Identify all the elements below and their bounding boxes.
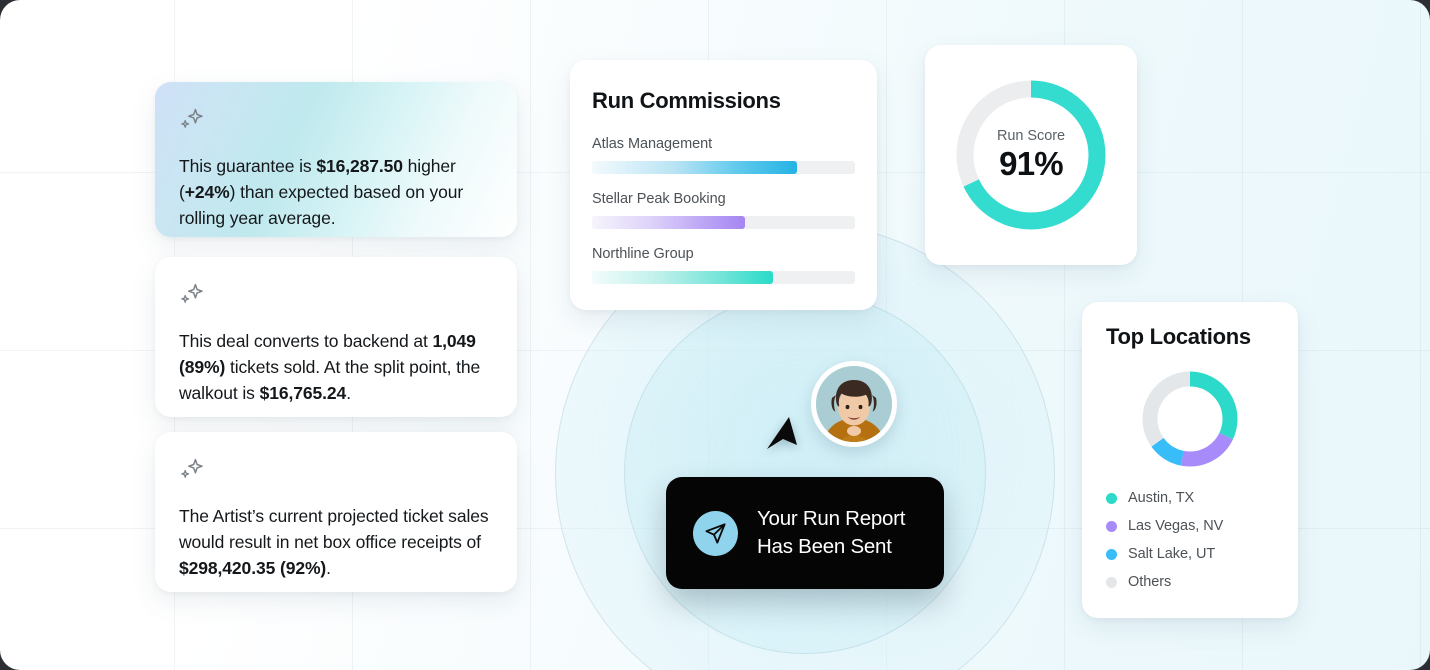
run-score-gauge: Run Score 91% [953,77,1109,233]
commission-bar-track [592,271,855,284]
legend-color-dot [1106,576,1117,588]
commission-row: Atlas Management [592,136,855,174]
send-icon [693,510,738,556]
legend-label: Salt Lake, UT [1128,546,1216,562]
commission-bar-list: Atlas Management Stellar Peak Booking Nort… [592,136,855,284]
sparkles-icon [179,458,491,487]
user-avatar[interactable] [811,361,897,447]
toast-notification[interactable]: Your Run Report Has Been Sent [666,477,944,589]
legend-item[interactable]: Austin, TX [1106,484,1286,512]
legend-color-dot [1106,492,1117,504]
insight-text: This guarantee is $16,287.50 higher (+24… [179,156,464,228]
legend-color-dot [1106,520,1117,532]
commission-label: Northline Group [592,246,694,262]
commission-bar-fill [592,161,798,174]
donut-segment [1142,371,1238,467]
sparkles-icon [179,108,491,137]
donut-segment [1142,371,1238,467]
commission-bar-fill [592,216,745,229]
run-score-label: Run Score [996,127,1066,144]
card-title: Run Commissions [592,88,781,113]
legend-label: Others [1128,574,1172,590]
legend-color-dot [1106,548,1117,560]
run-commissions-card: Run Commissions Atlas Management Stellar … [570,60,877,310]
legend-label: Las Vegas, NV [1128,518,1224,534]
insight-text: The Artist’s current projected ticket sa… [179,506,489,578]
top-locations-card: Top Locations Austin, TX Las Vegas, NV Sal… [1082,302,1298,618]
toast-line-2: Has Been Sent [757,535,892,558]
insight-card-backend: This deal converts to backend at 1,049 (… [155,257,517,417]
top-locations-donut [1142,371,1238,467]
insight-card-receipts: The Artist’s current projected ticket sa… [155,432,517,592]
commission-row: Stellar Peak Booking [592,191,855,229]
sparkles-icon [179,283,491,312]
commission-row: Northline Group [592,246,855,284]
legend-item[interactable]: Las Vegas, NV [1106,512,1286,540]
insight-text: This deal converts to backend at 1,049 (… [179,331,481,403]
toast-line-1: Your Run Report [757,507,906,530]
run-score-center: Run Score 91% [953,77,1109,233]
run-score-card: Run Score 91% [925,45,1137,265]
top-locations-legend: Austin, TX Las Vegas, NV Salt Lake, UT Othe… [1106,484,1286,596]
toast-message: Your Run Report Has Been Sent [757,505,905,561]
run-score-value: 91% [999,144,1063,182]
legend-item[interactable]: Salt Lake, UT [1106,540,1286,568]
legend-item[interactable]: Others [1106,568,1286,596]
commission-bar-fill [592,271,774,284]
commission-bar-track [592,161,855,174]
mouse-cursor [763,409,805,453]
commission-bar-track [592,216,855,229]
decorative-inner-circle [624,292,986,654]
legend-label: Austin, TX [1128,490,1195,506]
card-title: Top Locations [1106,324,1251,349]
insight-card-guarantee: This guarantee is $16,287.50 higher (+24… [155,82,517,237]
run-score-donut-svg [956,80,1106,230]
commission-label: Stellar Peak Booking [592,191,726,207]
commission-label: Atlas Management [592,136,713,152]
